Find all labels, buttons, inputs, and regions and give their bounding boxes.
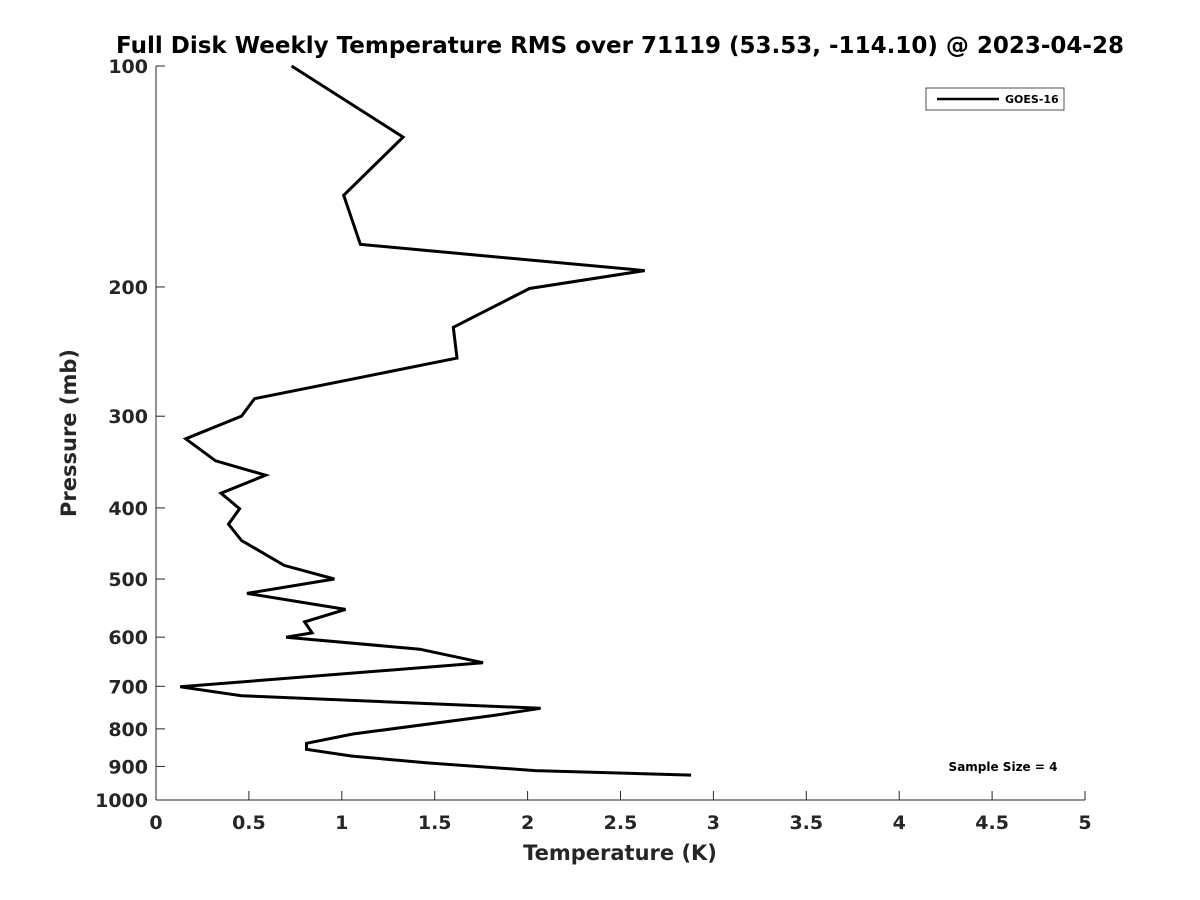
x-tick-label: 1.5	[418, 812, 452, 834]
y-tick-label: 600	[108, 627, 148, 649]
x-tick-label: 4.5	[975, 812, 1009, 834]
x-ticks: 0 0.5 1 1.5 2 2.5 3 3.5 4 4.5 5	[149, 791, 1092, 834]
y-axis-label: Pressure (mb)	[57, 349, 81, 517]
x-tick-label: 2.5	[604, 812, 638, 834]
y-tick-label: 200	[108, 277, 148, 299]
series-group	[179, 64, 692, 777]
y-tick-label: 900	[108, 756, 148, 778]
chart-title: Full Disk Weekly Temperature RMS over 71…	[116, 33, 1124, 59]
series-line-goes-16	[179, 64, 692, 777]
x-axis-label: Temperature (K)	[523, 841, 717, 865]
x-tick-label: 0.5	[232, 812, 266, 834]
y-tick-label: 300	[108, 406, 148, 428]
x-tick-label: 4	[893, 812, 906, 834]
y-tick-label: 1000	[95, 790, 148, 812]
sample-size-annotation: Sample Size = 4	[949, 760, 1058, 774]
y-ticks: 100 200 300 400 500 600 700 800 900 1000	[95, 56, 165, 812]
y-tick-label: 700	[108, 676, 148, 698]
x-tick-label: 2	[521, 812, 534, 834]
x-tick-label: 3	[707, 812, 720, 834]
x-tick-label: 3.5	[789, 812, 823, 834]
x-tick-label: 0	[149, 812, 162, 834]
legend-label-goes-16: GOES-16	[1005, 93, 1059, 106]
y-tick-label: 800	[108, 719, 148, 741]
x-tick-label: 1	[335, 812, 348, 834]
y-tick-label: 100	[108, 56, 148, 78]
legend: GOES-16	[925, 87, 1065, 111]
y-tick-label: 500	[108, 569, 148, 591]
y-tick-label: 400	[108, 498, 148, 520]
x-tick-label: 5	[1078, 812, 1091, 834]
